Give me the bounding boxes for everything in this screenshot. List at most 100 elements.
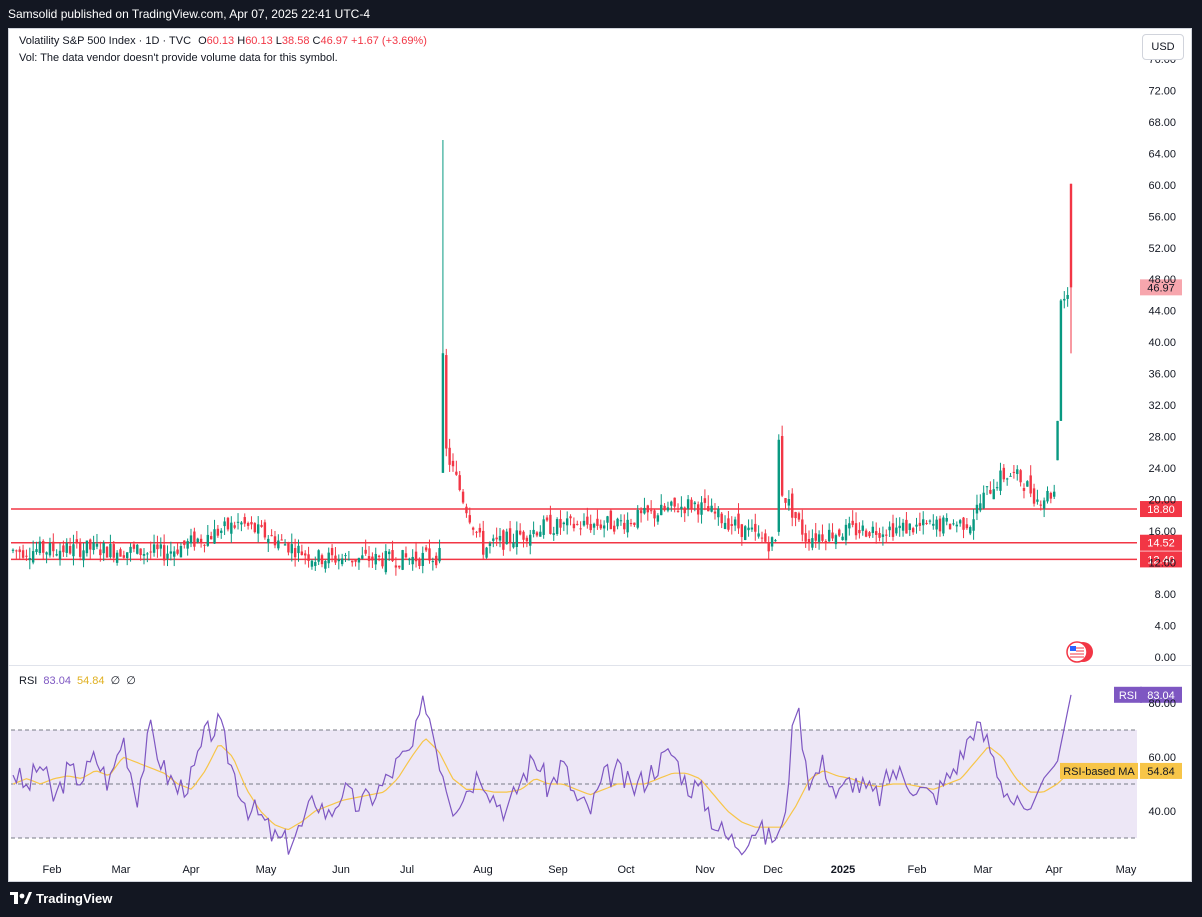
candle[interactable] [1049, 491, 1053, 504]
candle[interactable] [159, 537, 162, 557]
candle[interactable] [62, 540, 65, 557]
candle[interactable] [918, 512, 922, 532]
candle[interactable] [925, 520, 928, 525]
candle[interactable] [334, 547, 337, 565]
candle[interactable] [189, 528, 193, 548]
candle[interactable] [838, 528, 841, 538]
candle[interactable] [209, 531, 213, 540]
candle[interactable] [740, 523, 744, 546]
candle[interactable] [502, 529, 505, 556]
candle[interactable] [643, 497, 646, 515]
candle[interactable] [935, 516, 938, 537]
candle[interactable] [498, 527, 502, 548]
candle[interactable] [48, 537, 52, 558]
candle[interactable] [78, 538, 82, 561]
candle[interactable] [196, 537, 199, 544]
candle[interactable] [223, 517, 226, 536]
candle[interactable] [122, 550, 126, 559]
candle[interactable] [646, 504, 649, 521]
candle[interactable] [656, 513, 660, 525]
candle[interactable] [250, 516, 253, 530]
candle[interactable] [1032, 483, 1036, 507]
candle[interactable] [458, 470, 461, 492]
candle[interactable] [324, 559, 327, 573]
candle[interactable] [448, 438, 451, 472]
candle[interactable] [146, 552, 149, 563]
candle[interactable] [411, 549, 414, 571]
candle[interactable] [549, 505, 552, 535]
candle[interactable] [142, 548, 146, 565]
candle[interactable] [834, 533, 838, 550]
candle[interactable] [465, 503, 468, 518]
candle[interactable] [518, 523, 522, 536]
candle[interactable] [619, 514, 623, 526]
candle[interactable] [492, 534, 495, 548]
candle[interactable] [495, 527, 498, 547]
candle[interactable] [28, 547, 31, 570]
candle[interactable] [515, 521, 519, 555]
candle[interactable] [723, 515, 727, 530]
candle[interactable] [807, 530, 811, 551]
candle[interactable] [1029, 465, 1032, 498]
candle[interactable] [794, 511, 797, 527]
candle[interactable] [213, 519, 216, 544]
candle[interactable] [700, 496, 703, 524]
candle[interactable] [424, 544, 428, 553]
candle[interactable] [827, 523, 831, 542]
candle[interactable] [1022, 483, 1026, 499]
candle[interactable] [750, 519, 754, 532]
candle[interactable] [676, 503, 680, 513]
candle[interactable] [690, 497, 693, 513]
candle[interactable] [85, 540, 89, 557]
candle[interactable] [11, 548, 15, 554]
candle[interactable] [623, 514, 626, 534]
candle[interactable] [401, 549, 404, 571]
candle[interactable] [881, 526, 885, 546]
candle[interactable] [770, 536, 774, 551]
candle[interactable] [653, 509, 656, 527]
candle[interactable] [572, 517, 576, 532]
candle[interactable] [958, 518, 962, 527]
candle[interactable] [226, 516, 230, 532]
candle[interactable] [666, 501, 670, 513]
candle[interactable] [1056, 420, 1059, 461]
candle[interactable] [1002, 464, 1006, 483]
candle[interactable] [824, 539, 828, 551]
candle[interactable] [1042, 497, 1046, 518]
candle[interactable] [18, 546, 21, 560]
candle[interactable] [1039, 500, 1042, 511]
candle[interactable] [109, 534, 112, 559]
candle[interactable] [173, 546, 176, 567]
candle[interactable] [693, 501, 697, 512]
flag-icon[interactable] [1066, 641, 1093, 663]
candle[interactable] [307, 546, 310, 568]
candle[interactable] [404, 546, 408, 559]
candle[interactable] [932, 514, 935, 530]
candle[interactable] [256, 516, 260, 543]
candle[interactable] [613, 520, 616, 535]
candle[interactable] [344, 552, 347, 563]
candle[interactable] [505, 528, 508, 545]
candle[interactable] [125, 552, 129, 566]
candle[interactable] [112, 541, 115, 563]
candle[interactable] [394, 557, 398, 576]
candle[interactable] [169, 541, 173, 561]
candle[interactable] [767, 536, 770, 560]
candle[interactable] [119, 547, 122, 557]
candle[interactable] [545, 515, 549, 522]
candle[interactable] [780, 425, 784, 498]
candle[interactable] [1026, 480, 1029, 487]
candle[interactable] [680, 496, 683, 518]
candle[interactable] [327, 547, 330, 569]
candle[interactable] [733, 516, 737, 532]
candle[interactable] [539, 525, 542, 537]
candle[interactable] [152, 534, 156, 557]
candle[interactable] [445, 348, 448, 457]
candle[interactable] [559, 510, 562, 535]
candle[interactable] [522, 530, 525, 548]
candle[interactable] [377, 554, 381, 562]
candle[interactable] [586, 507, 589, 529]
candle[interactable] [777, 434, 780, 536]
candle[interactable] [1009, 472, 1012, 477]
candle[interactable] [868, 531, 871, 539]
